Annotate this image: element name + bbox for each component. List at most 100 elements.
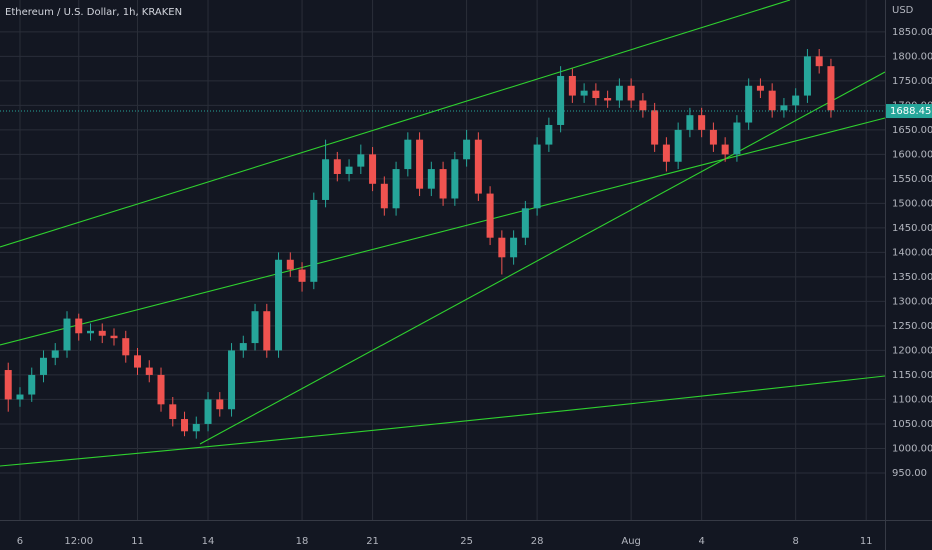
x-tick-label: 11 [860,536,873,547]
candle-body [145,367,153,375]
grid [0,0,885,520]
y-tick-label: 1200.00 [892,345,932,356]
trend-curve [0,375,886,467]
candle-body [134,355,142,368]
candle-body [51,350,59,358]
candle-body [63,318,71,351]
trend-line [199,71,886,445]
y-tick-label: 1600.00 [892,149,932,160]
candle-body [474,139,482,194]
candle-body [4,370,12,400]
chart-title: Ethereum / U.S. Dollar, 1h, KRAKEN [5,7,182,18]
candle-body [39,357,47,375]
candle-body [169,404,177,420]
last-price-box [886,104,932,119]
candle-body [228,350,236,410]
y-tick-label: 1500.00 [892,198,932,209]
candle-body [792,95,800,106]
candle-body [780,105,788,111]
candle-body [298,269,306,282]
candle-body [204,399,212,424]
candle-body [369,154,377,184]
y-tick-label: 1000.00 [892,443,932,454]
candle-body [662,144,670,162]
candle-body [510,237,518,258]
candle-body [192,423,200,432]
candle-body [275,259,283,351]
axes: 950.00 1000.00 1050.00 1100.00 1150.00 1200.0… [17,27,932,547]
y-tick-label: 1300.00 [892,296,932,307]
candle-body [75,318,83,334]
candle-body [533,144,541,209]
candle-body [251,311,259,344]
x-tick-label: 25 [460,536,473,547]
x-tick-label: 8 [792,536,798,547]
y-tick-label: 1850.00 [892,27,932,38]
x-tick-label: 18 [296,536,309,547]
y-tick-label: 1400.00 [892,247,932,258]
candle-body [651,110,659,145]
y-tick-label: 1350.00 [892,272,932,283]
candle-body [615,85,623,101]
candle-body [498,237,506,258]
y-tick-label: 1150.00 [892,370,932,381]
candle-body [486,193,494,238]
y-tick-label: 1750.00 [892,76,932,87]
candle-body [157,374,165,405]
y-tick-label: 1800.00 [892,51,932,62]
candle-body [416,139,424,189]
candle-body [439,169,447,199]
candles [0,49,885,439]
candle-body [333,159,341,174]
x-tick-label: 12:00 [64,536,93,547]
candle-body [674,129,682,162]
candle-body [216,399,224,410]
y-tick-label: 1050.00 [892,419,932,430]
candle-body [110,335,118,339]
candle-body [756,85,764,91]
candle-body [557,75,565,125]
y-axis-label: USD [892,5,914,16]
candle-body [545,124,553,145]
candle-body [733,122,741,155]
candle-body [592,90,600,99]
x-tick-label: 14 [202,536,215,547]
candle-body [28,374,36,395]
candle-body [639,100,647,111]
y-tick-label: 1250.00 [892,321,932,332]
last-price-label: 1688.45 [890,106,931,117]
candle-body [521,208,529,238]
candle-body [322,159,330,200]
candle-body [263,311,271,351]
x-tick-label: 6 [17,536,23,547]
candle-body [580,90,588,96]
y-tick-label: 1450.00 [892,223,932,234]
candle-body [698,115,706,130]
y-tick-label: 1100.00 [892,394,932,405]
candle-body [392,169,400,209]
candle-body [357,154,365,167]
candle-body [709,129,717,145]
y-tick-label: 1550.00 [892,174,932,185]
x-tick-label: 28 [531,536,544,547]
candle-body [803,56,811,96]
trend-line [0,117,886,346]
trendlines [0,0,886,467]
candle-body [404,139,412,170]
candle-body [122,338,130,356]
candle-body [16,394,24,400]
x-tick-label: 11 [131,536,144,547]
y-tick-label: 950.00 [892,468,927,479]
candle-body [768,90,776,111]
candle-body [686,115,694,130]
candle-body [568,75,576,96]
x-tick-label: 21 [366,536,379,547]
candle-body [815,56,823,67]
candle-body [463,139,471,160]
candle-body [345,166,353,174]
candle-body [310,199,318,282]
candle-body [451,159,459,199]
candle-body [427,169,435,189]
candle-body [827,66,835,111]
